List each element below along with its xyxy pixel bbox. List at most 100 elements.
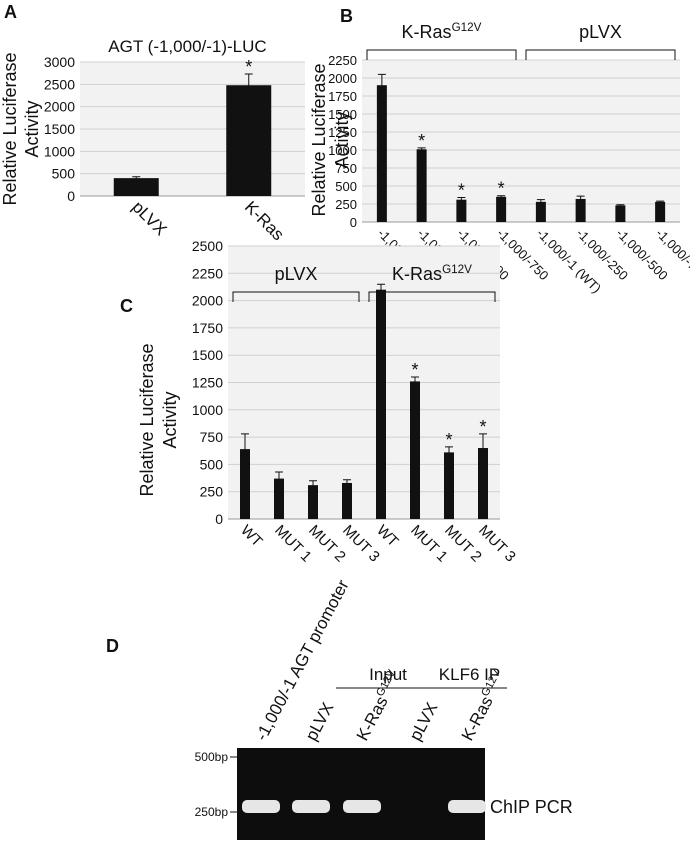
gel-label: ChIP PCR [490,797,573,817]
y-axis-label: Relative Luciferase [0,52,20,205]
bar [456,199,467,222]
y-tick-label: 3000 [44,54,75,70]
bar [655,201,666,222]
x-tick-label: MUT 1 [407,522,451,566]
y-tick-label: 500 [200,456,224,472]
y-tick-label: 750 [200,429,224,445]
error-bar [244,73,253,97]
label-text: K-Ras [458,693,497,744]
y-tick-label: 1500 [44,121,75,137]
error-bar [417,147,426,151]
error-bar [445,446,453,458]
bar [535,201,546,222]
y-tick-label: 0 [215,511,223,527]
error-bar [377,73,386,96]
y-tick-label: 2000 [44,99,75,115]
y-tick-label: 1000 [328,143,357,158]
y-tick-label: 1250 [328,125,357,140]
error-bar [457,197,466,202]
error-bar [309,480,317,490]
panel-letter: C [120,296,133,316]
y-tick-label: 2250 [328,53,357,68]
error-bar [132,176,141,180]
y-axis-label: Activity [332,111,352,168]
error-bar [616,204,625,207]
error-bar [275,471,283,486]
y-tick-label: 1000 [192,402,223,418]
y-tick-label: 2000 [328,71,357,86]
bar [308,485,318,519]
error-bar [479,433,487,463]
x-tick-label: MUT 2 [305,522,349,566]
group-label: K-RasG12V [402,21,482,42]
y-tick-label: 1750 [192,320,223,336]
significance-star: * [411,360,418,380]
y-tick-label: 1500 [328,107,357,122]
label-text: -1,000/-1 AGT promoter [252,576,353,743]
y-tick-label: 250 [335,197,357,212]
group-label: K-RasG12V [392,263,472,284]
superscript: G12V [442,263,472,276]
gel-band [292,800,330,813]
error-bar [377,283,385,296]
panel-letter: A [4,2,17,22]
error-bar [411,376,419,386]
error-bar [656,200,665,203]
bar [240,449,250,519]
bar [376,85,387,222]
x-tick-label: pLVX [128,197,170,239]
group-bracket [525,49,676,60]
significance-star: * [245,57,252,77]
label-text: pLVX [275,264,318,284]
y-tick-label: 0 [350,215,357,230]
panel-letter: B [340,6,353,26]
plot-background [362,60,680,222]
gel-image [237,748,485,840]
x-tick-label: WT [237,522,266,551]
error-bar [536,199,545,204]
bar [342,482,352,519]
lane-group-label: Input [369,665,407,684]
significance-star: * [418,131,425,151]
marker-label: 500bp [195,750,229,764]
group-bracket [232,291,360,302]
group-bracket [366,49,517,60]
bar [416,149,427,222]
x-tick-label: MUT 3 [339,522,383,566]
bar [376,289,386,519]
y-tick-label: 2250 [192,265,223,281]
y-axis-label: Activity [160,391,180,448]
y-tick-label: 1750 [328,89,357,104]
y-tick-label: 1250 [192,375,223,391]
x-tick-label: MUT 2 [441,522,485,566]
bar [575,198,586,222]
bar [410,381,420,519]
superscript: G12V [452,21,482,34]
y-tick-label: 2500 [192,238,223,254]
y-axis-label: Relative Luciferase [309,63,329,216]
group-bracket [368,291,496,302]
bar [226,85,272,196]
x-tick-label: MUT 3 [475,522,519,566]
lane-label: -1,000/-1 AGT promoter [252,576,353,743]
y-tick-label: 750 [335,161,357,176]
y-tick-label: 250 [200,484,224,500]
gel-band [242,800,280,813]
significance-star: * [445,430,452,450]
error-bar [343,479,351,487]
bar [113,178,159,196]
significance-star: * [479,417,486,437]
label-text: pLVX [302,699,338,744]
group-label: pLVX [275,264,318,284]
y-axis-label: Relative Luciferase [137,343,157,496]
marker-label: 250bp [195,805,229,819]
bar [478,448,488,519]
lane-group-label: KLF6 IP [439,665,500,684]
x-tick-label: WT [373,522,402,551]
y-tick-label: 1500 [192,347,223,363]
error-bar [576,195,585,202]
chart-title: AGT (-1,000/-1)-LUC [108,37,266,56]
label-text: pLVX [406,699,442,744]
error-bar [497,195,506,198]
